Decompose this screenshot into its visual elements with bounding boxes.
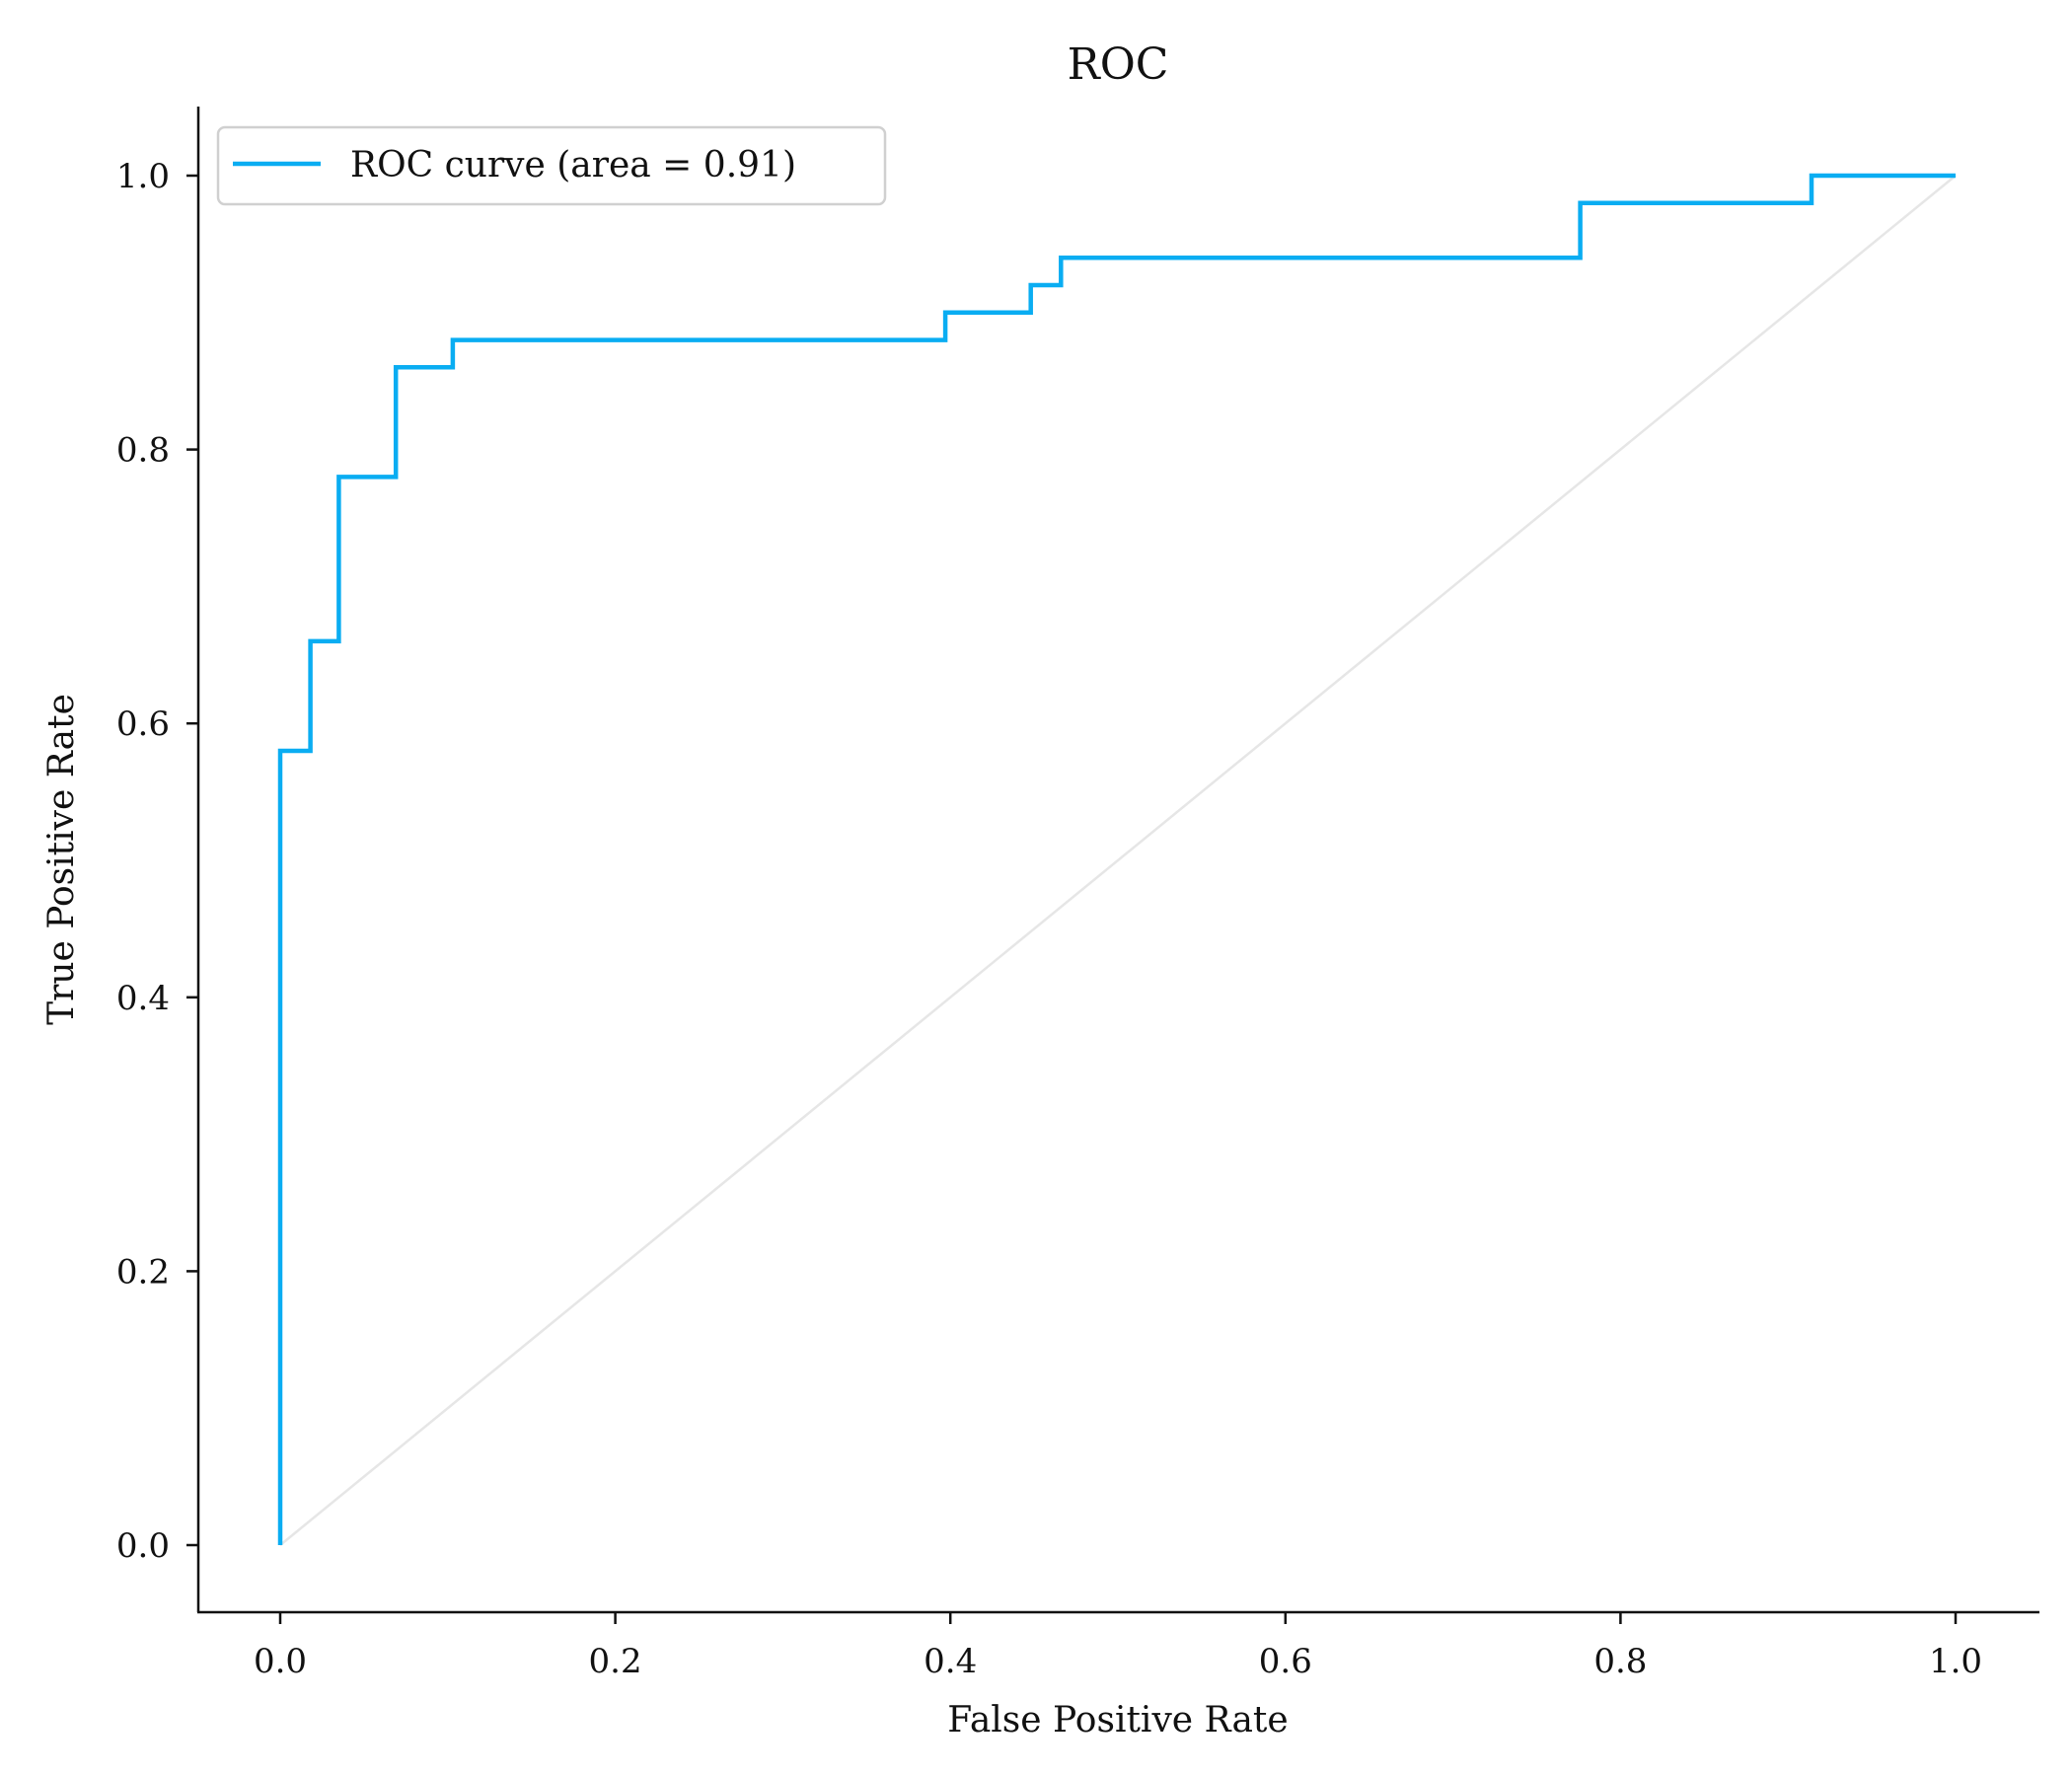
y-tick-label: 0.2 <box>116 1252 170 1292</box>
y-tick-label: 0.0 <box>116 1526 170 1566</box>
x-tick-label: 0.0 <box>254 1642 307 1681</box>
x-tick-label: 0.8 <box>1593 1642 1647 1681</box>
y-tick-label: 1.0 <box>116 157 170 196</box>
y-tick-label: 0.8 <box>116 431 170 471</box>
legend-label-roc-curve: ROC curve (area = 0.91) <box>350 145 796 185</box>
x-tick-label: 1.0 <box>1929 1642 1982 1681</box>
x-tick-label: 0.4 <box>924 1642 977 1681</box>
y-tick-label: 0.4 <box>116 979 170 1018</box>
y-axis-ticks: 0.0 0.2 0.4 0.6 0.8 1.0 <box>116 157 198 1566</box>
roc-curve-line <box>277 173 1956 1545</box>
legend-box <box>216 125 887 206</box>
legend: ROC curve (area = 0.91) <box>216 125 887 206</box>
x-axis-ticks: 0.0 0.2 0.4 0.6 0.8 1.0 <box>254 1612 1982 1681</box>
plot-area <box>277 173 1957 1546</box>
y-axis-label: True Positive Rate <box>41 694 82 1025</box>
x-tick-label: 0.6 <box>1259 1642 1312 1681</box>
chance-diagonal-line <box>279 175 1957 1546</box>
chart-title: ROC <box>1068 39 1169 90</box>
y-tick-label: 0.6 <box>116 704 170 744</box>
x-axis-label: False Positive Rate <box>947 1700 1288 1740</box>
x-tick-label: 0.2 <box>589 1642 642 1681</box>
